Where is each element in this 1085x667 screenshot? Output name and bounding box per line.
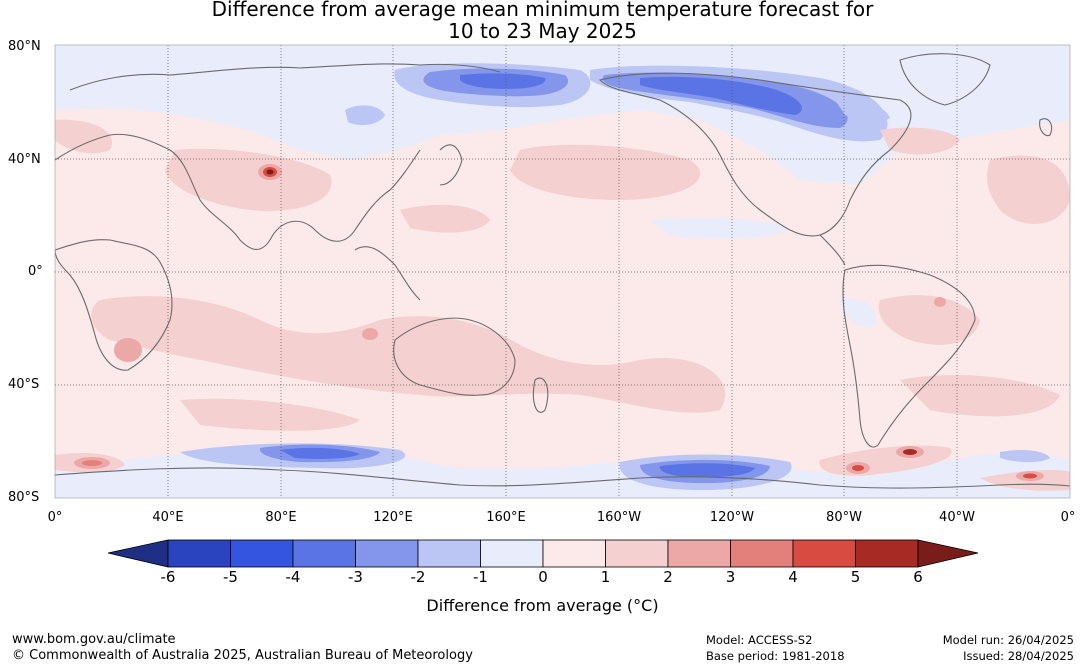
colorbar-tick: 1 (600, 568, 611, 586)
colorbar-tick: -3 (348, 568, 363, 586)
colorbar-bin (792, 539, 856, 568)
colorbar-bin (167, 539, 231, 568)
colorbar-tick: 4 (788, 568, 798, 586)
lon-label: 80°W (826, 510, 862, 525)
colorbar-extend-high (917, 539, 979, 568)
lat-label: 40°N (8, 152, 41, 167)
colorbar-bin (230, 539, 294, 568)
lon-label: 160°W (596, 510, 642, 525)
colorbar-bin (542, 539, 606, 568)
lon-label: 40°W (939, 510, 975, 525)
colorbar-tick: -2 (410, 568, 426, 586)
colorbar-bin (417, 539, 481, 568)
lat-label: 0° (28, 264, 43, 279)
lon-label: 0° (1060, 510, 1076, 525)
lon-label: 0° (47, 510, 63, 525)
footer-copyright: © Commonwealth of Australia 2025, Austra… (12, 648, 473, 663)
colorbar-bin (292, 539, 356, 568)
colorbar-tick: -6 (160, 568, 176, 586)
colorbar-tick: 6 (913, 568, 923, 586)
colorbar-tick: -5 (223, 568, 238, 586)
lon-label: 40°E (152, 510, 184, 525)
graticule (55, 45, 1070, 498)
lon-label: 80°E (265, 510, 297, 525)
lat-label: 80°N (8, 39, 41, 54)
colorbar-tick: 2 (663, 568, 673, 586)
colorbar-tick: 3 (725, 568, 736, 586)
colorbar-bin (355, 539, 419, 568)
footer-url: www.bom.gov.au/climate (12, 632, 176, 647)
footer-issued: Issued: 28/04/2025 (963, 649, 1074, 663)
colorbar-bin (480, 539, 544, 568)
colorbar-extend-low (107, 539, 169, 568)
colorbar (107, 539, 979, 568)
coastlines (55, 53, 1070, 489)
lon-label: 120°E (373, 510, 413, 525)
lat-label: 80°S (8, 490, 40, 505)
colorbar-tick: 5 (850, 568, 861, 586)
colorbar-bin (605, 539, 669, 568)
colorbar-tick: -1 (473, 568, 488, 586)
colorbar-bin (855, 539, 919, 568)
colorbar-tick: 0 (538, 568, 548, 586)
colorbar-bin (730, 539, 794, 568)
anomaly-field (55, 45, 1070, 498)
map-title-line1: Difference from average mean minimum tem… (211, 0, 874, 21)
colorbar-tick: -4 (285, 568, 301, 586)
lat-label: 40°S (8, 377, 40, 392)
map-title-line2: 10 to 23 May 2025 (448, 19, 637, 43)
footer-model: Model: ACCESS-S2 (706, 633, 813, 647)
footer-model-run: Model run: 26/04/2025 (942, 633, 1074, 647)
colorbar-bin (667, 539, 731, 568)
lon-label: 160°E (486, 510, 526, 525)
footer-base-period: Base period: 1981-2018 (706, 649, 845, 663)
lon-label: 120°W (709, 510, 755, 525)
colorbar-title: Difference from average (°C) (426, 596, 659, 615)
